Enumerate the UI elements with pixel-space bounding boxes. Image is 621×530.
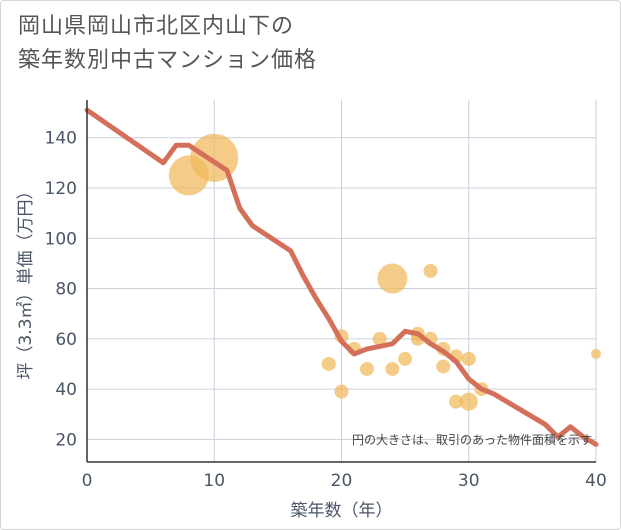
data-bubble — [423, 263, 438, 278]
chart-title: 岡山県岡山市北区内山下の 築年数別中古マンション価格 — [18, 10, 317, 78]
y-tick-label: 100 — [45, 229, 77, 249]
data-bubble — [359, 361, 374, 376]
data-bubble — [449, 394, 464, 409]
chart-title-line2: 築年数別中古マンション価格 — [18, 48, 318, 73]
data-bubble — [459, 392, 478, 411]
grid-lines — [87, 100, 597, 462]
y-tick-label: 80 — [55, 280, 77, 300]
x-tick-label: 0 — [82, 471, 93, 491]
data-bubble — [461, 351, 476, 366]
y-tick-label: 60 — [55, 330, 77, 350]
trend-line — [84, 107, 599, 447]
data-bubble — [591, 348, 601, 359]
x-tick-label: 20 — [331, 471, 353, 491]
chart-title-line1: 岡山県岡山市北区内山下の — [18, 14, 295, 39]
data-bubble — [385, 361, 400, 376]
data-bubble — [334, 384, 349, 399]
x-tick-label: 40 — [585, 471, 607, 491]
data-bubble — [377, 263, 408, 294]
tick-labels: 0 10 20 30 40 20 40 60 80 100 120 140 — [45, 129, 607, 491]
x-tick-label: 10 — [203, 471, 225, 491]
bubble-series — [168, 133, 601, 411]
data-bubble — [398, 351, 413, 366]
data-bubble — [436, 359, 451, 374]
y-tick-label: 120 — [45, 179, 77, 199]
data-bubble — [321, 356, 336, 371]
axes — [86, 100, 596, 463]
trend-line-group — [84, 107, 599, 447]
y-tick-label: 20 — [55, 430, 77, 450]
y-tick-label: 140 — [45, 129, 77, 149]
size-note: 円の大きさは、取引のあった物件面積を示す — [352, 432, 592, 447]
x-tick-label: 30 — [458, 471, 480, 491]
x-axis-title: 築年数（年） — [291, 501, 393, 521]
data-bubble — [372, 331, 387, 346]
y-tick-label: 40 — [55, 380, 77, 400]
y-axis-title: 坪（3.3㎡）単価（万円） — [16, 182, 36, 379]
